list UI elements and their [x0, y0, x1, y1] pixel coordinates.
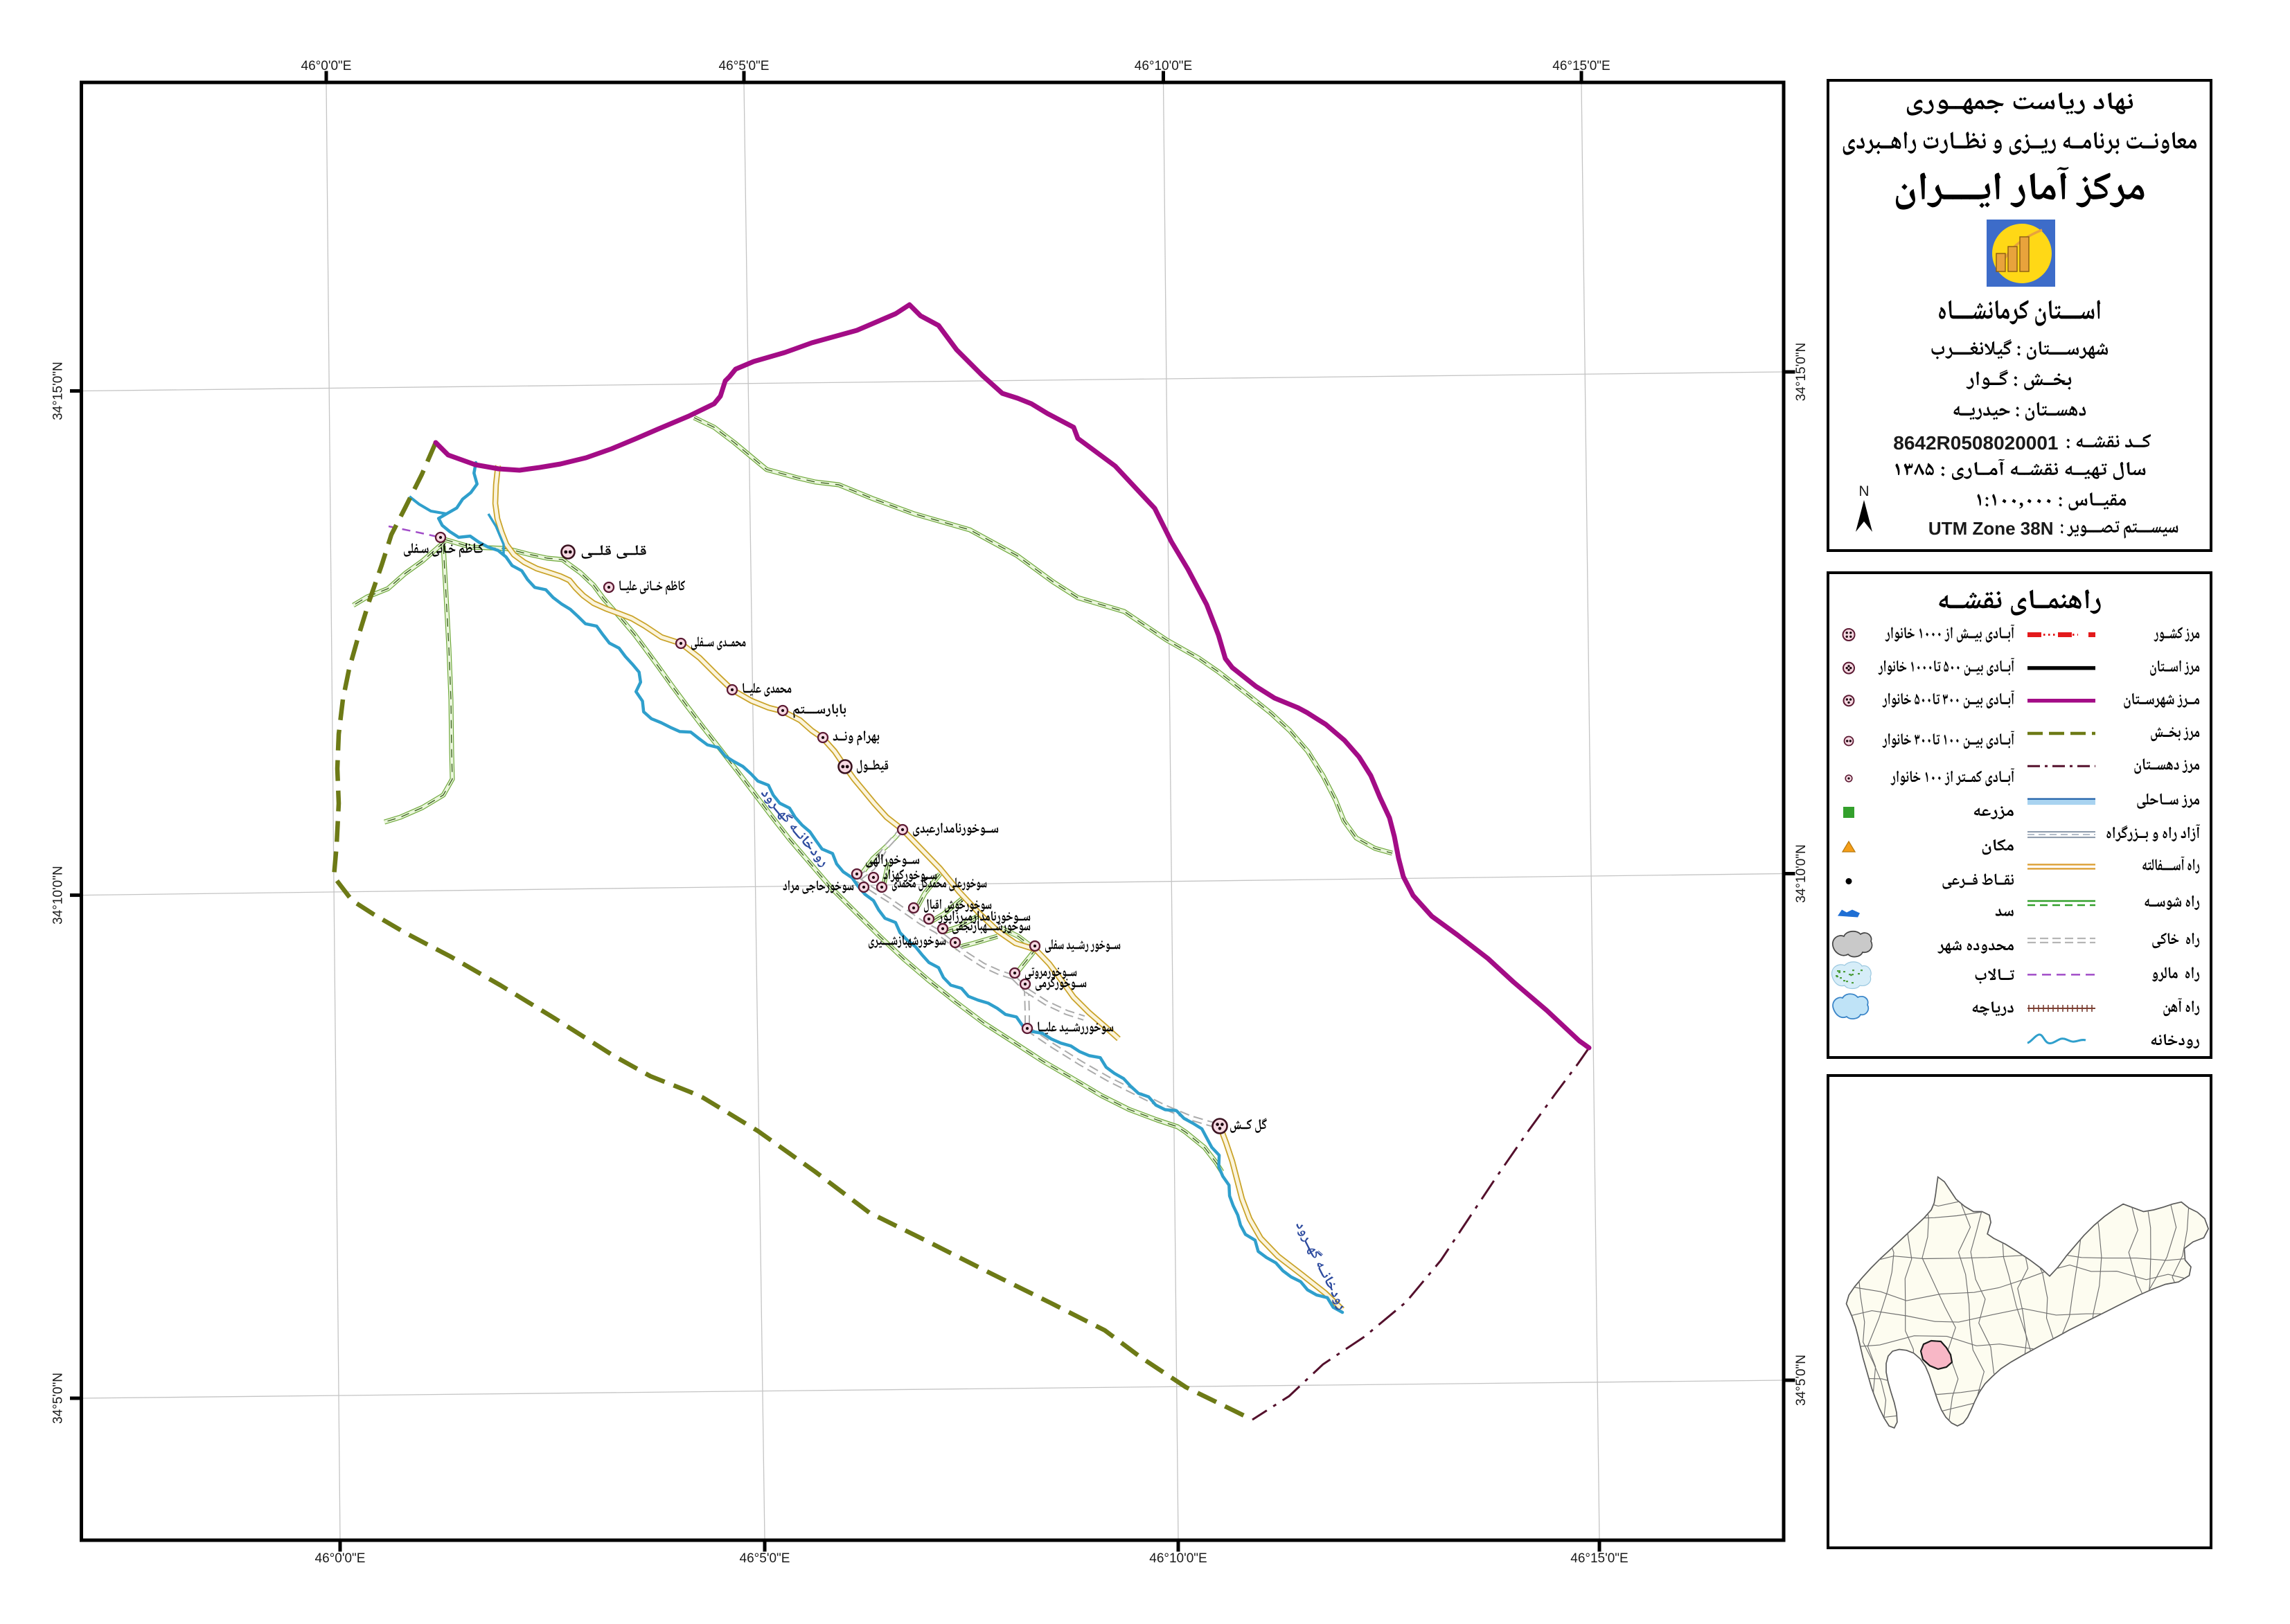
svg-text:46°10'0"E: 46°10'0"E [1149, 1551, 1207, 1566]
svg-text:34°15'0"N: 34°15'0"N [51, 362, 66, 420]
svg-text:8642R0508020001: 8642R0508020001 [1893, 432, 2058, 454]
svg-text:34°10'0"N: 34°10'0"N [1794, 844, 1809, 903]
svg-text:46°10'0"E: 46°10'0"E [1135, 59, 1192, 73]
svg-text:46°0'0"E: 46°0'0"E [301, 59, 352, 73]
svg-text:34°5'0"N: 34°5'0"N [51, 1373, 66, 1424]
svg-text:46°15'0"E: 46°15'0"E [1552, 59, 1610, 73]
svg-text:34°15'0"N: 34°15'0"N [1794, 343, 1809, 402]
svg-text:UTM Zone 38N: UTM Zone 38N [1928, 518, 2054, 539]
svg-text:46°15'0"E: 46°15'0"E [1570, 1551, 1628, 1566]
svg-text:46°0'0"E: 46°0'0"E [315, 1551, 366, 1566]
svg-text:34°10'0"N: 34°10'0"N [51, 866, 66, 925]
svg-text:N: N [1858, 483, 1869, 499]
svg-text:46°5'0"E: 46°5'0"E [719, 59, 770, 73]
svg-text:46°5'0"E: 46°5'0"E [740, 1551, 790, 1566]
svg-text:34°5'0"N: 34°5'0"N [1794, 1355, 1809, 1406]
